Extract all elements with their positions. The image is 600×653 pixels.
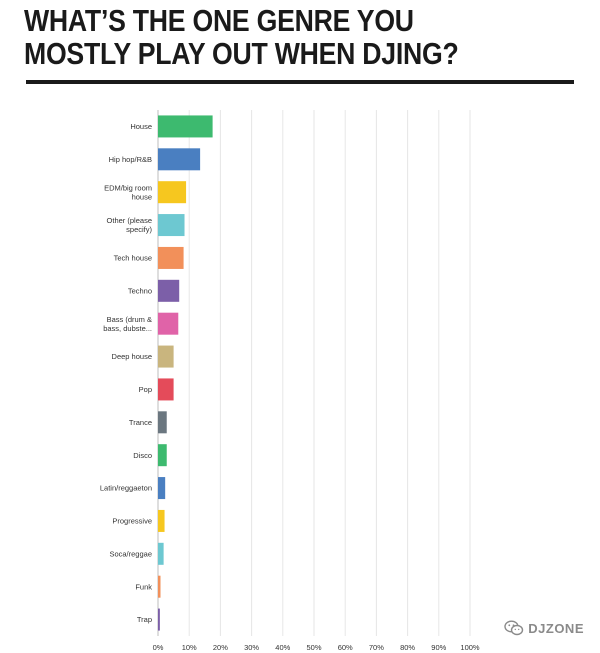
bar (158, 279, 180, 302)
bar (158, 509, 165, 532)
watermark: DJZONE (504, 620, 584, 636)
x-tick-label: 0% (153, 643, 164, 652)
x-tick-label: 20% (213, 643, 228, 652)
bar-chart: House Hip hop/R&B EDM/big room house Other (… (100, 110, 480, 652)
bar (158, 115, 213, 138)
category-label: Trap (137, 615, 152, 624)
x-tick-label: 60% (338, 643, 353, 652)
bar (158, 608, 160, 631)
title-divider (26, 80, 574, 84)
category-label: Progressive (112, 517, 152, 526)
wechat-icon (504, 620, 524, 636)
category-label: EDM/big room house (104, 183, 152, 201)
watermark-text: DJZONE (528, 620, 584, 636)
category-label: Deep house (112, 352, 152, 361)
category-label: Pop (139, 385, 152, 394)
category-label: Hip hop/R&B (109, 155, 152, 164)
category-label: Latin/reggaeton (100, 484, 152, 493)
category-label: Bass (drum & bass, dubste... (103, 315, 152, 333)
bar (158, 444, 167, 467)
category-label: Techno (128, 286, 152, 295)
category-label: Trance (129, 418, 152, 427)
category-label: Disco (133, 451, 152, 460)
category-label: Tech house (114, 254, 152, 263)
x-tick-label: 90% (431, 643, 446, 652)
category-label: Funk (135, 582, 152, 591)
category-label: Soca/reggae (109, 549, 152, 558)
bar (158, 411, 167, 434)
x-tick-label: 10% (182, 643, 197, 652)
bar (158, 575, 161, 598)
category-label: House (130, 122, 152, 131)
x-tick-label: 30% (244, 643, 259, 652)
bar (158, 181, 187, 204)
x-tick-label: 40% (275, 643, 290, 652)
x-tick-label: 80% (400, 643, 415, 652)
x-tick-label: 70% (369, 643, 384, 652)
bar (158, 345, 174, 368)
bar (158, 148, 201, 171)
bar (158, 246, 184, 269)
category-label: Other (please specify) (107, 216, 153, 234)
x-tick-label: 100% (460, 643, 480, 652)
bar (158, 477, 166, 500)
bar (158, 214, 185, 237)
chart-title: WHAT’S THE ONE GENRE YOU MOSTLY PLAY OUT… (24, 3, 459, 71)
x-tick-label: 50% (306, 643, 321, 652)
bar (158, 378, 174, 401)
bar (158, 312, 179, 335)
bar (158, 542, 164, 565)
